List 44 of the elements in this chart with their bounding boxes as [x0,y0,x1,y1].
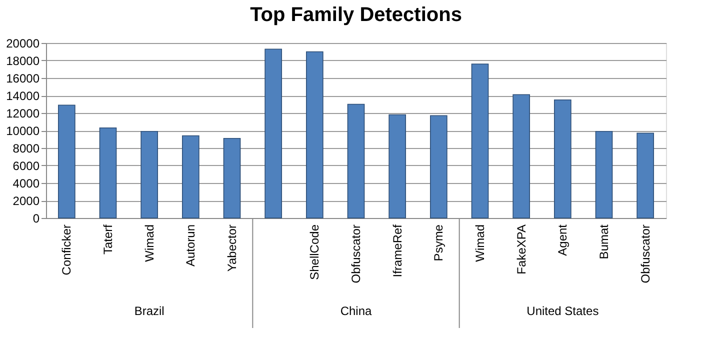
bar [58,104,76,218]
bar [306,51,324,218]
bar [430,115,448,218]
bar [512,94,530,218]
bar [347,104,365,218]
bar [264,48,282,218]
text: United States [526,304,599,318]
y-tick-label: 14000 [6,89,40,103]
chart-title: Top Family Detections [250,4,462,26]
bar [636,132,654,218]
x-tick-label: Agent [556,224,570,256]
bar [595,130,613,218]
y-tick-label: 12000 [6,106,40,120]
y-tick-label: 18000 [6,54,40,68]
bar [554,99,572,218]
x-tick-label: Autorun [184,224,198,267]
text: Brazil [134,304,164,318]
x-tick-label: Yabector [225,224,239,272]
x-tick-label: Psyme [432,224,446,262]
x-tick-label: Bumat [597,224,611,260]
y-tick-label: 20000 [6,36,40,50]
x-tick-label: FakeXPA [514,224,528,274]
bar [388,114,406,218]
y-tick-label: 0 [32,212,40,226]
x-tick-label: Wimad [142,224,156,262]
x-tick-label: IframeRef [390,224,404,278]
x-tick-label: Wimad [473,224,487,262]
bar [99,127,117,218]
y-tick-label: 2000 [12,194,40,208]
y-tick-label: 4000 [12,176,40,190]
x-tick-label: Taterf [101,224,115,255]
bar [223,138,241,218]
x-tick-label: ShellCode [308,224,322,280]
x-tick-label: Obfuscator [349,224,363,284]
bar [140,130,158,218]
y-tick-label: 16000 [6,72,40,86]
y-tick-label: 8000 [12,142,40,156]
text: China [340,304,372,318]
bar [182,135,200,218]
y-tick-label: 6000 [12,159,40,173]
x-tick-label: Obfuscator [638,224,652,284]
bar [471,64,489,218]
x-tick-label: Conficker [60,224,74,276]
y-tick-label: 10000 [6,124,40,138]
